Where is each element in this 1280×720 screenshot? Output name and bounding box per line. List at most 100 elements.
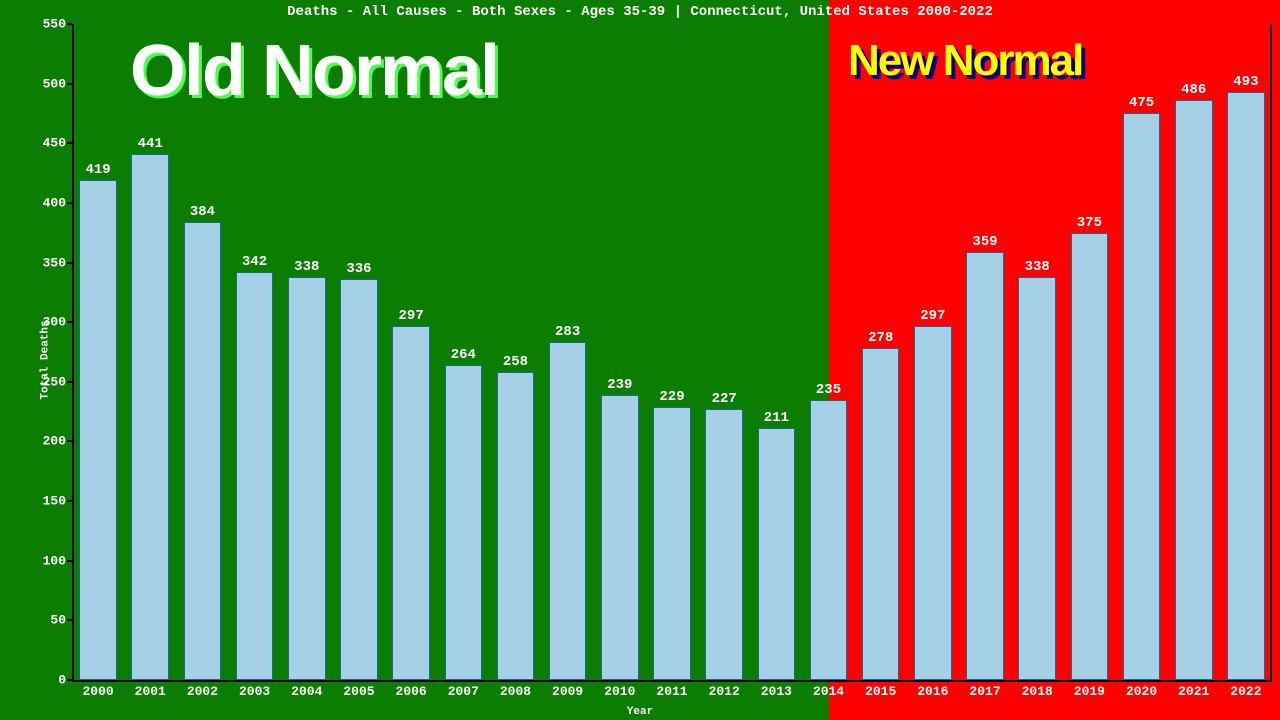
bar <box>131 154 169 680</box>
x-tick-label: 2002 <box>187 684 218 699</box>
x-tick-label: 2000 <box>82 684 113 699</box>
bar-value-label: 486 <box>1181 82 1206 98</box>
y-tick-mark <box>67 381 72 383</box>
y-tick-mark <box>67 500 72 502</box>
x-tick-label: 2012 <box>709 684 740 699</box>
bar-value-label: 283 <box>555 324 580 340</box>
y-tick-mark <box>67 23 72 25</box>
y-tick-label: 0 <box>58 673 66 688</box>
bar <box>601 395 639 680</box>
bar <box>1227 92 1265 680</box>
x-axis-label: Year <box>0 706 1280 718</box>
bar <box>1071 233 1109 680</box>
y-tick-mark <box>67 679 72 681</box>
bar-value-label: 338 <box>1025 259 1050 275</box>
y-tick-label: 150 <box>43 494 66 509</box>
y-tick-label: 300 <box>43 315 66 330</box>
x-tick-label: 2013 <box>761 684 792 699</box>
x-tick-label: 2007 <box>448 684 479 699</box>
x-tick-label: 2003 <box>239 684 270 699</box>
y-tick-label: 550 <box>43 17 66 32</box>
y-tick-label: 450 <box>43 136 66 151</box>
y-tick-mark <box>67 142 72 144</box>
x-tick-label: 2018 <box>1022 684 1053 699</box>
bar <box>862 348 900 680</box>
bar-value-label: 342 <box>242 254 267 270</box>
bar <box>1123 113 1161 680</box>
bar-value-label: 384 <box>190 204 215 220</box>
x-tick-label: 2014 <box>813 684 844 699</box>
bar <box>184 222 222 680</box>
bar <box>392 326 430 680</box>
y-tick-mark <box>67 440 72 442</box>
bar-value-label: 375 <box>1077 215 1102 231</box>
x-tick-label: 2005 <box>343 684 374 699</box>
bar-value-label: 297 <box>920 308 945 324</box>
bar <box>653 407 691 680</box>
bar <box>1018 277 1056 680</box>
bar <box>340 279 378 680</box>
x-tick-label: 2016 <box>917 684 948 699</box>
bar-value-label: 338 <box>294 259 319 275</box>
bar-value-label: 336 <box>346 261 371 277</box>
annotation-old-normal: Old Normal <box>130 30 498 112</box>
bar <box>810 400 848 680</box>
bar <box>1175 100 1213 680</box>
bar-value-label: 258 <box>503 354 528 370</box>
x-tick-label: 2021 <box>1178 684 1209 699</box>
y-tick-mark <box>67 262 72 264</box>
bar <box>445 365 483 680</box>
bar-value-label: 475 <box>1129 95 1154 111</box>
bar-value-label: 227 <box>712 391 737 407</box>
bar <box>758 428 796 680</box>
bar-chart: Deaths - All Causes - Both Sexes - Ages … <box>0 0 1280 720</box>
bar <box>549 342 587 680</box>
y-tick-label: 250 <box>43 374 66 389</box>
y-tick-label: 500 <box>43 76 66 91</box>
y-tick-label: 350 <box>43 255 66 270</box>
x-tick-label: 2011 <box>656 684 687 699</box>
bar-value-label: 235 <box>816 382 841 398</box>
x-tick-label: 2010 <box>604 684 635 699</box>
bar-value-label: 493 <box>1233 74 1258 90</box>
bar <box>497 372 535 680</box>
x-tick-label: 2008 <box>500 684 531 699</box>
bar <box>966 252 1004 680</box>
chart-title: Deaths - All Causes - Both Sexes - Ages … <box>0 4 1280 20</box>
x-tick-label: 2004 <box>291 684 322 699</box>
x-tick-label: 2020 <box>1126 684 1157 699</box>
x-tick-label: 2001 <box>135 684 166 699</box>
x-tick-label: 2019 <box>1074 684 1105 699</box>
y-tick-label: 50 <box>50 613 66 628</box>
bar <box>79 180 117 680</box>
x-axis-line <box>72 680 1272 682</box>
bar <box>288 277 326 680</box>
bar-value-label: 359 <box>972 234 997 250</box>
y-tick-mark <box>67 83 72 85</box>
bar-value-label: 419 <box>85 162 110 178</box>
y-tick-label: 400 <box>43 195 66 210</box>
x-tick-label: 2015 <box>865 684 896 699</box>
bar-value-label: 264 <box>451 347 476 363</box>
bar-value-label: 229 <box>659 389 684 405</box>
bar-value-label: 211 <box>764 410 789 426</box>
y-tick-mark <box>67 560 72 562</box>
x-tick-label: 2022 <box>1230 684 1261 699</box>
bar-value-label: 239 <box>607 377 632 393</box>
y-tick-mark <box>67 619 72 621</box>
y-tick-label: 200 <box>43 434 66 449</box>
bar <box>914 326 952 680</box>
y-axis-line <box>72 24 74 680</box>
y-tick-mark <box>67 202 72 204</box>
bar <box>705 409 743 680</box>
x-tick-label: 2009 <box>552 684 583 699</box>
bar <box>236 272 274 680</box>
right-axis-line <box>1270 24 1272 680</box>
bar-value-label: 278 <box>868 330 893 346</box>
y-tick-mark <box>67 321 72 323</box>
annotation-new-normal: New Normal <box>848 36 1082 86</box>
bar-value-label: 297 <box>399 308 424 324</box>
bar-value-label: 441 <box>138 136 163 152</box>
x-tick-label: 2006 <box>396 684 427 699</box>
x-tick-label: 2017 <box>969 684 1000 699</box>
